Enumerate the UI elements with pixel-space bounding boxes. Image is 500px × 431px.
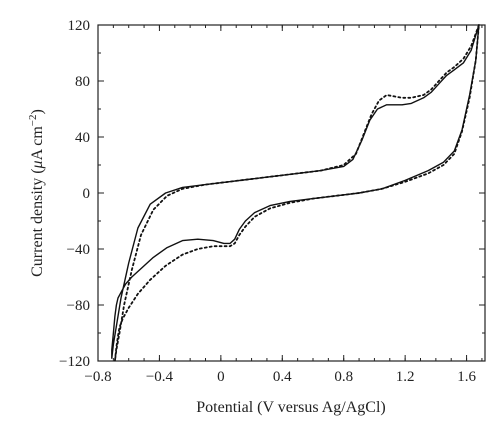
- y-tick-label: 120: [68, 18, 91, 34]
- y-tick-label: 40: [75, 130, 90, 146]
- x-axis-title: Potential (V versus Ag/AgCl): [196, 399, 385, 416]
- y-tick-label: −120: [59, 354, 90, 370]
- x-tick-label: 0.4: [273, 369, 292, 385]
- y-tick-label: −40: [67, 242, 90, 258]
- x-tick-label: 1.6: [457, 369, 476, 385]
- series-dotted-line: [114, 24, 480, 362]
- x-tick-label: 1.2: [396, 369, 415, 385]
- y-axis-ticks: −120 −80 −40 0 40 80 120: [59, 18, 485, 370]
- x-tick-label: −0.4: [146, 369, 174, 385]
- series-layer: [111, 24, 480, 362]
- x-tick-label: 0.8: [334, 369, 353, 385]
- y-tick-label: −80: [67, 298, 90, 314]
- x-tick-label: 0: [217, 369, 225, 385]
- series-solid-line: [111, 24, 480, 359]
- y-tick-label: 0: [83, 186, 91, 202]
- y-tick-label: 80: [75, 74, 90, 90]
- y-axis-title: Current density (μA cm−2): [27, 109, 46, 277]
- plot-frame: [97, 24, 486, 362]
- x-tick-label: −0.8: [84, 369, 111, 385]
- x-axis-ticks: −0.8 −0.4 0 0.4 0.8 1.2 1.6: [84, 25, 483, 385]
